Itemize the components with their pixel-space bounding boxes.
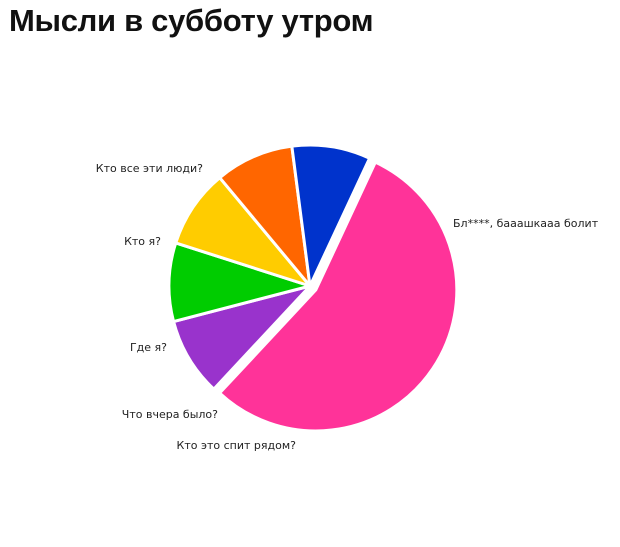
slice-label-5: Кто я? [124, 235, 161, 248]
slice-label-6: Кто все эти люди? [96, 162, 203, 175]
slice-label-3: Что вчера было? [122, 408, 218, 421]
pie-slice-1 [218, 160, 459, 433]
pie-slice-5 [218, 144, 312, 288]
pie-slice-6 [290, 143, 372, 288]
chart-title: Мысли в субботу утром [9, 3, 374, 38]
pie-slices [167, 143, 459, 433]
pie-slice-3 [167, 241, 312, 324]
slice-label-2: Кто это спит рядом? [177, 439, 297, 452]
slice-label-1: Бл****, бааашкааа болит [453, 217, 599, 230]
slice-label-4: Где я? [130, 341, 167, 354]
pie-slice-4 [174, 176, 312, 288]
pie-slice-2 [172, 284, 312, 391]
pie-labels: Бл****, бааашкааа болит Кто это спит рядо… [96, 162, 599, 452]
